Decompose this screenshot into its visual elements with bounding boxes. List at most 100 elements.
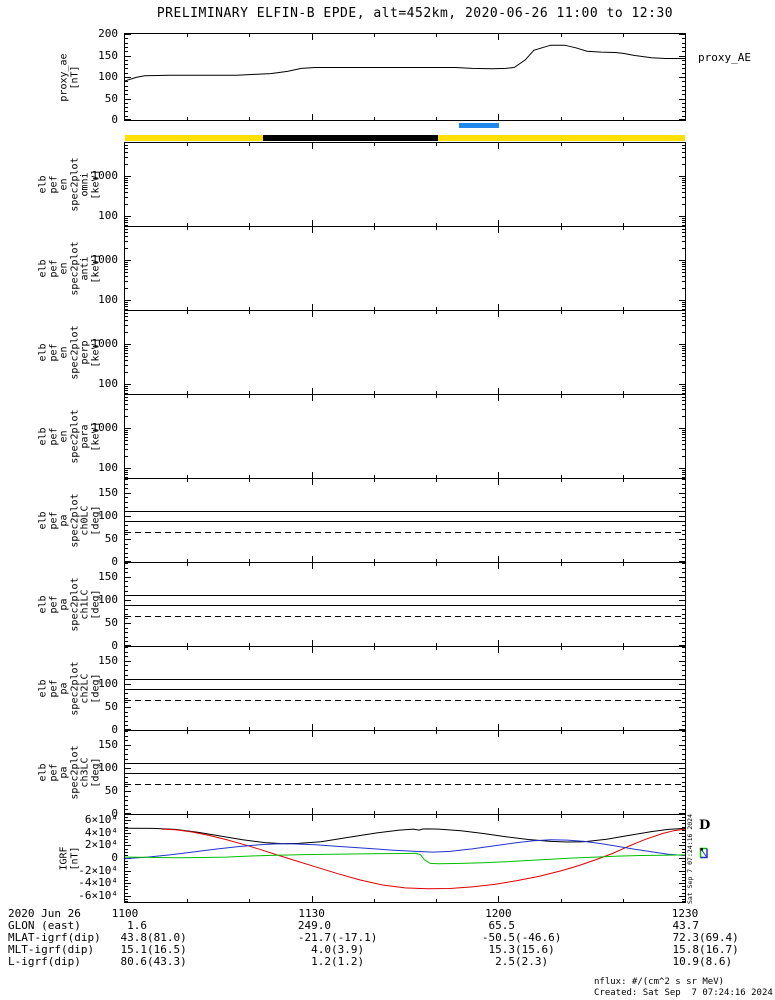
axis-tick-label: 1000 [91, 421, 119, 435]
axis-tick [682, 157, 685, 158]
axis-tick [125, 353, 128, 354]
axis-tick [125, 178, 128, 179]
axis-tick [125, 899, 128, 900]
axis-tick [125, 77, 131, 78]
axis-tick [125, 736, 128, 737]
axis-tick [498, 640, 499, 646]
axis-tick [682, 805, 685, 806]
axis-tick [187, 475, 188, 478]
axis-tick [249, 647, 250, 650]
axis-tick [682, 348, 685, 349]
loss-cone-dashed-line [125, 616, 685, 617]
axis-tick [125, 493, 131, 494]
axis-tick [682, 817, 685, 818]
axis-tick [682, 568, 685, 569]
axis-tick [498, 815, 499, 821]
axis-tick-label: 150 [98, 737, 118, 751]
axis-tick [498, 304, 499, 310]
axis-tick [498, 34, 499, 40]
axis-tick [125, 729, 131, 730]
axis-tick-label: 100 [98, 760, 118, 774]
axis-tick [436, 307, 437, 310]
var-value: 249.0 [297, 919, 331, 932]
en-para-panel [124, 394, 686, 479]
axis-tick [312, 563, 313, 569]
axis-tick [498, 114, 499, 120]
axis-tick [682, 188, 685, 189]
axis-tick [249, 117, 250, 120]
axis-tick [682, 456, 685, 457]
axis-tick [187, 143, 188, 146]
axis-tick [312, 896, 313, 902]
axis-tick [682, 325, 685, 326]
axis-tick [187, 647, 188, 650]
axis-tick [679, 77, 685, 78]
axis-tick [682, 864, 685, 865]
axis-tick [623, 731, 624, 734]
axis-tick [682, 393, 685, 394]
axis-tick [682, 901, 685, 902]
axis-tick [187, 815, 188, 818]
axis-tick [682, 197, 685, 198]
axis-tick [312, 220, 313, 226]
axis-tick [125, 507, 128, 508]
axis-tick [125, 313, 128, 314]
axis-tick [125, 264, 128, 265]
axis-tick [125, 586, 128, 587]
axis-tick [682, 444, 685, 445]
axis-tick [623, 559, 624, 562]
axis-tick [682, 360, 685, 361]
axis-tick [561, 479, 562, 482]
axis-tick [682, 618, 685, 619]
axis-tick [125, 356, 128, 357]
axis-tick [125, 157, 128, 158]
axis-tick-label: 100 [98, 592, 118, 606]
axis-tick [682, 647, 685, 648]
axis-tick [125, 94, 128, 95]
axis-tick [682, 712, 685, 713]
axis-tick [374, 899, 375, 902]
axis-tick [125, 849, 128, 850]
axis-tick-label: 0 [111, 555, 118, 568]
axis-tick [561, 563, 562, 566]
axis-tick [125, 185, 128, 186]
axis-tick [561, 117, 562, 120]
axis-tick [682, 563, 685, 564]
var-value: 15.1 [120, 943, 148, 956]
axis-tick [374, 559, 375, 562]
axis-tick [125, 281, 128, 282]
ylabel-text: elb pef pa spec2plot ch3LC [deg] [37, 745, 102, 800]
axis-tick [312, 472, 313, 478]
axis-tick-label: 200 [98, 27, 118, 40]
axis-tick [187, 391, 188, 394]
axis-tick [436, 34, 437, 37]
axis-tick [682, 430, 685, 431]
axis-tick [682, 111, 685, 112]
axis-tick [682, 346, 685, 347]
axis-tick [125, 390, 128, 391]
axis-tick [125, 152, 128, 153]
axis-tick [125, 360, 128, 361]
axis-tick [682, 637, 685, 638]
igrf_bt_black-curve [125, 827, 685, 845]
epoch-segment [263, 135, 439, 141]
axis-tick [125, 548, 128, 549]
proxy-ae-panel [124, 33, 686, 121]
axis-tick [125, 745, 131, 746]
axis-tick [682, 530, 685, 531]
axis-tick [374, 311, 375, 314]
axis-tick [125, 99, 131, 100]
axis-tick [125, 386, 128, 387]
axis-tick [125, 896, 131, 897]
axis-tick [679, 768, 685, 769]
axis-tick [498, 143, 499, 149]
axis-tick [125, 749, 128, 750]
axis-tick [125, 893, 128, 894]
axis-tick [125, 248, 128, 249]
axis-tick [682, 867, 685, 868]
axis-tick [187, 643, 188, 646]
axis-tick [374, 395, 375, 398]
axis-tick [312, 388, 313, 394]
axis-tick [125, 449, 128, 450]
